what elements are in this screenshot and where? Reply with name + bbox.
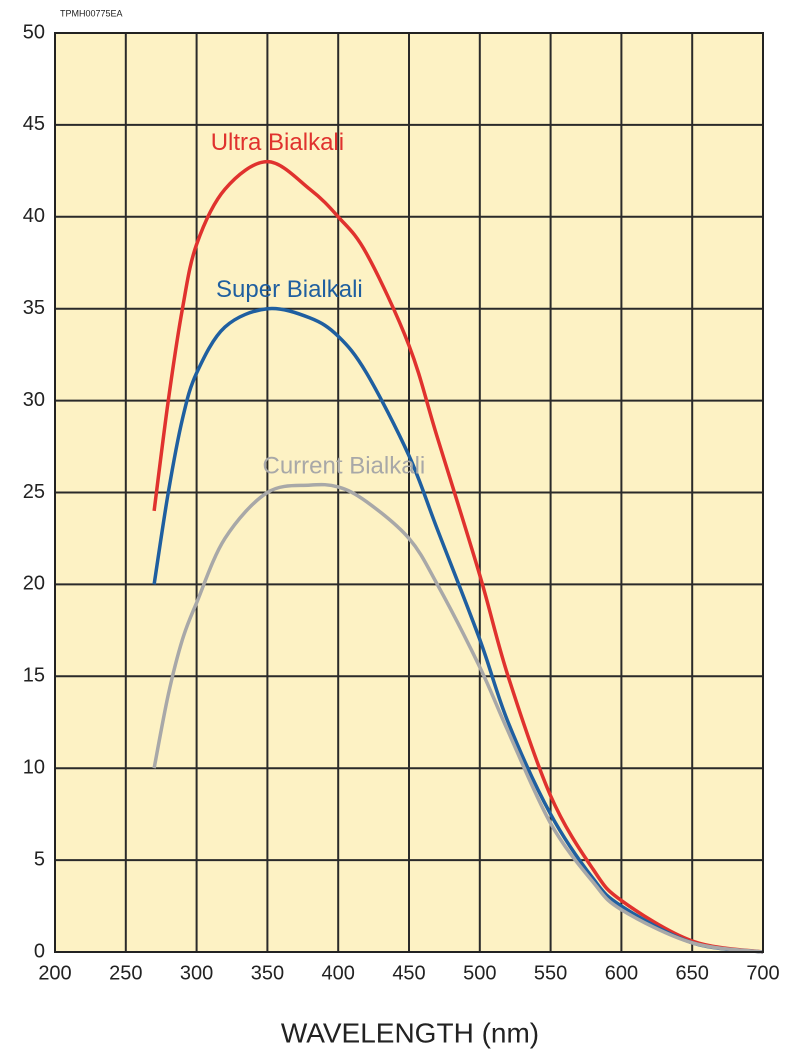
series-label: Current Bialkali <box>263 452 426 479</box>
y-tick-label: 15 <box>23 665 45 687</box>
series-line <box>152 159 764 954</box>
y-tick-label: 30 <box>23 389 45 411</box>
x-tick-label: 700 <box>746 962 779 984</box>
y-tick-label: 35 <box>23 297 45 319</box>
x-axis-label: WAVELENGTH (nm) <box>281 1017 539 1048</box>
y-tick-label: 40 <box>23 205 45 227</box>
x-tick-label: 350 <box>251 962 284 984</box>
plot-border <box>54 32 764 953</box>
chart-note: TPMH00775EA <box>60 8 123 18</box>
x-tick-label: 250 <box>109 962 142 984</box>
x-tick-label: 400 <box>322 962 355 984</box>
x-tick-label: 450 <box>392 962 425 984</box>
x-tick-label: 650 <box>676 962 709 984</box>
y-tick-label: 20 <box>23 573 45 595</box>
x-tick-label: 550 <box>534 962 567 984</box>
y-tick-label: 45 <box>23 113 45 135</box>
series-line <box>152 482 764 954</box>
y-tick-label: 0 <box>34 940 45 962</box>
y-tick-label: 5 <box>34 848 45 870</box>
x-tick-label: 200 <box>38 962 71 984</box>
series-line <box>152 306 764 954</box>
y-tick-label: 25 <box>23 481 45 503</box>
series-label: Ultra Bialkali <box>211 129 344 156</box>
y-tick-label: 10 <box>23 756 45 778</box>
y-tick-label: 50 <box>23 21 45 43</box>
x-tick-label: 300 <box>180 962 213 984</box>
x-tick-label: 600 <box>605 962 638 984</box>
series-label: Super Bialkali <box>216 276 363 303</box>
x-tick-label: 500 <box>463 962 496 984</box>
